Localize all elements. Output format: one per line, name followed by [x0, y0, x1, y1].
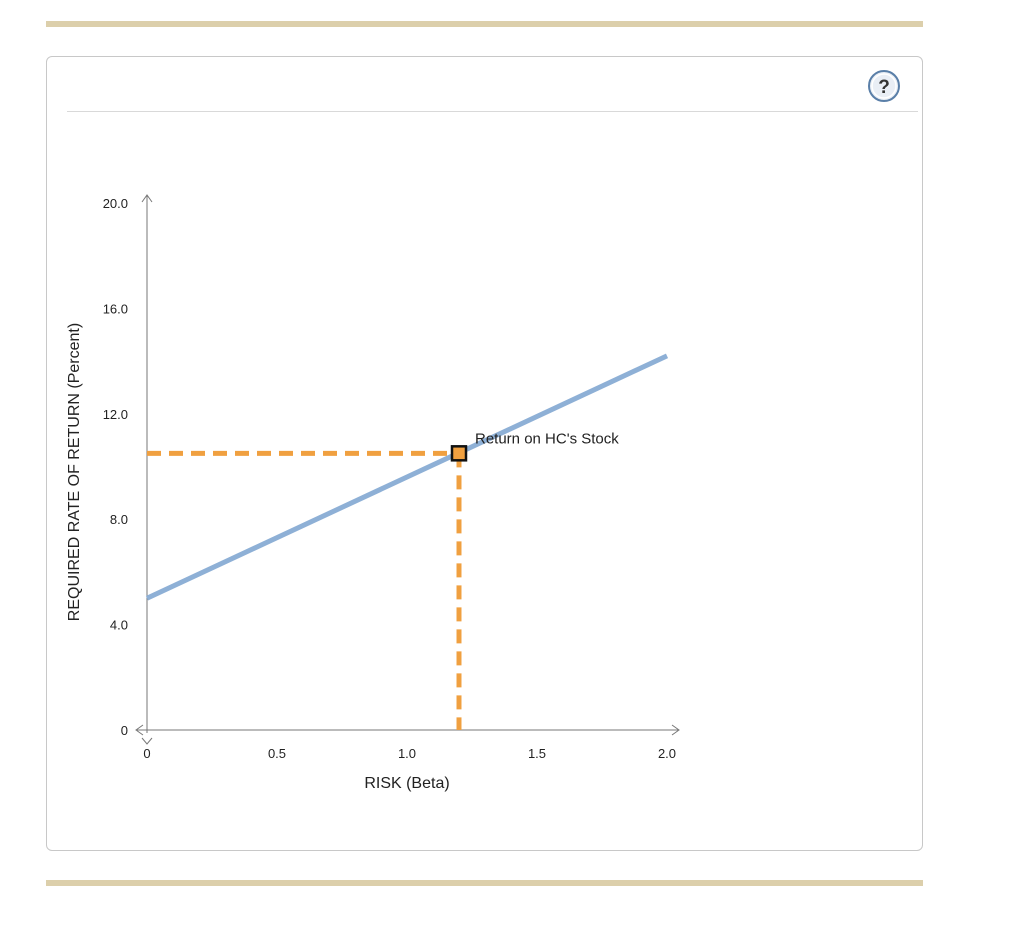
point-label: Return on HC's Stock: [475, 430, 619, 447]
top-divider: [46, 21, 923, 27]
x-tick-label: 1.0: [398, 746, 416, 761]
x-axis-title: RISK (Beta): [364, 775, 449, 792]
y-tick-label: 0: [121, 723, 128, 738]
x-tick-label: 0: [143, 746, 150, 761]
y-tick-label: 12.0: [103, 407, 128, 422]
marker: [450, 445, 468, 462]
y-tick-label: 4.0: [110, 618, 128, 633]
x-tick-label: 1.5: [528, 746, 546, 761]
help-label: ?: [878, 77, 890, 98]
guides: [147, 450, 462, 730]
y-axis-down-arrow: [141, 737, 153, 745]
axes: [135, 194, 680, 745]
x-tick-label: 0.5: [268, 746, 286, 761]
y-axis-title: REQUIRED RATE OF RETURN (Percent): [66, 323, 83, 621]
bottom-divider: [46, 880, 923, 886]
ticks: 0 0.5 1.0 1.5 2.0 0 4.0 8.0 12.0 16.0 20.0: [103, 196, 676, 761]
sml-line: [145, 353, 669, 601]
x-axis-arrow: [671, 724, 680, 736]
y-tick-label: 20.0: [103, 196, 128, 211]
series: [145, 353, 669, 601]
y-tick-label: 16.0: [103, 301, 128, 316]
stock-point: [450, 445, 468, 462]
y-axis-arrow: [141, 194, 153, 203]
x-axis-left-arrow: [135, 724, 144, 736]
help-icon[interactable]: ?: [867, 69, 901, 103]
panel-header-divider: [67, 111, 918, 112]
x-tick-label: 2.0: [658, 746, 676, 761]
y-tick-label: 8.0: [110, 512, 128, 527]
